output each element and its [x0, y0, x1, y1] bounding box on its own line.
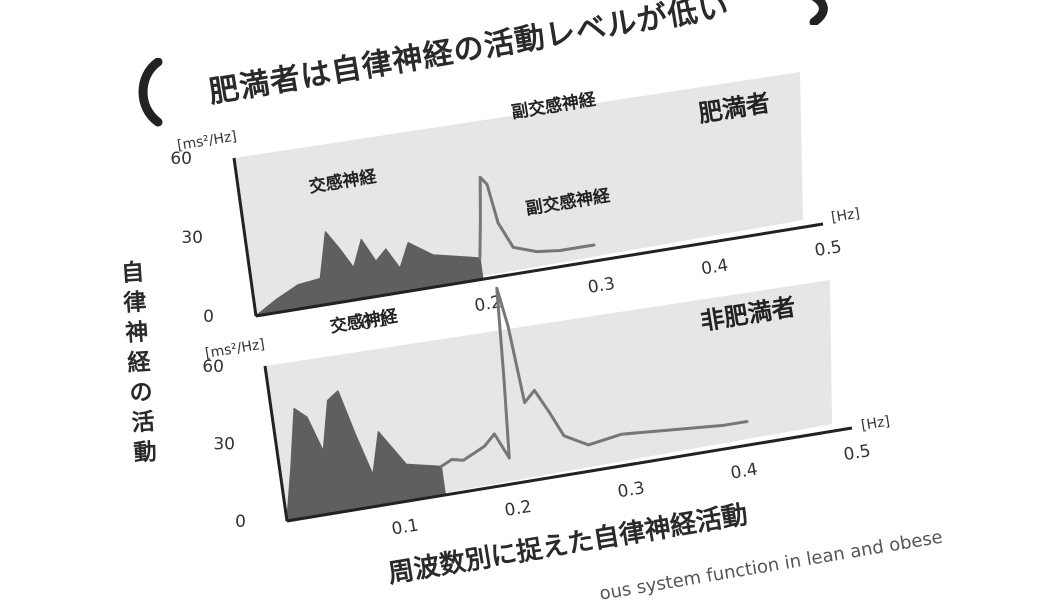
parasympathetic-line — [439, 286, 749, 468]
left-bracket — [138, 58, 163, 127]
x-unit-label: [Hz] — [860, 413, 891, 433]
chart-figure: 030600.10.20.30.40.5[ms²/Hz][Hz]肥満者交感神経副… — [170, 72, 891, 540]
x-tick-label: 0.4 — [700, 255, 730, 279]
right-bracket — [809, 0, 828, 25]
y-axis-line — [263, 365, 289, 522]
x-tick-label: 0.1 — [390, 515, 420, 539]
y-unit-label: [ms²/Hz] — [176, 129, 238, 154]
panel-background — [265, 280, 832, 521]
y-tick-label: 60 — [170, 149, 192, 169]
y-unit-label: [ms²/Hz] — [204, 336, 266, 362]
y-tick-label: 0 — [235, 512, 246, 532]
x-tick-label: 0.2 — [503, 497, 533, 521]
y-tick-label: 60 — [202, 357, 224, 377]
y-tick-label: 30 — [181, 228, 203, 248]
x-tick-label: 0.3 — [586, 274, 616, 298]
x-unit-label: [Hz] — [830, 206, 861, 226]
y-axis-line — [232, 157, 258, 317]
y-tick-label: 30 — [213, 435, 235, 455]
x-tick-label: 0.3 — [616, 478, 646, 502]
panel-background — [234, 72, 803, 316]
sympathetic-area — [255, 231, 484, 317]
x-axis-line — [255, 222, 824, 318]
x-tick-label: 0.4 — [729, 460, 759, 484]
x-tick-label: 0.5 — [813, 237, 843, 261]
x-tick-label: 0.5 — [842, 441, 872, 465]
x-tick-label: 0.1 — [360, 311, 390, 335]
x-axis-line — [286, 426, 853, 523]
parasympathetic-line — [478, 175, 596, 260]
y-tick-label: 0 — [203, 307, 214, 327]
sympathetic-area — [286, 390, 446, 522]
